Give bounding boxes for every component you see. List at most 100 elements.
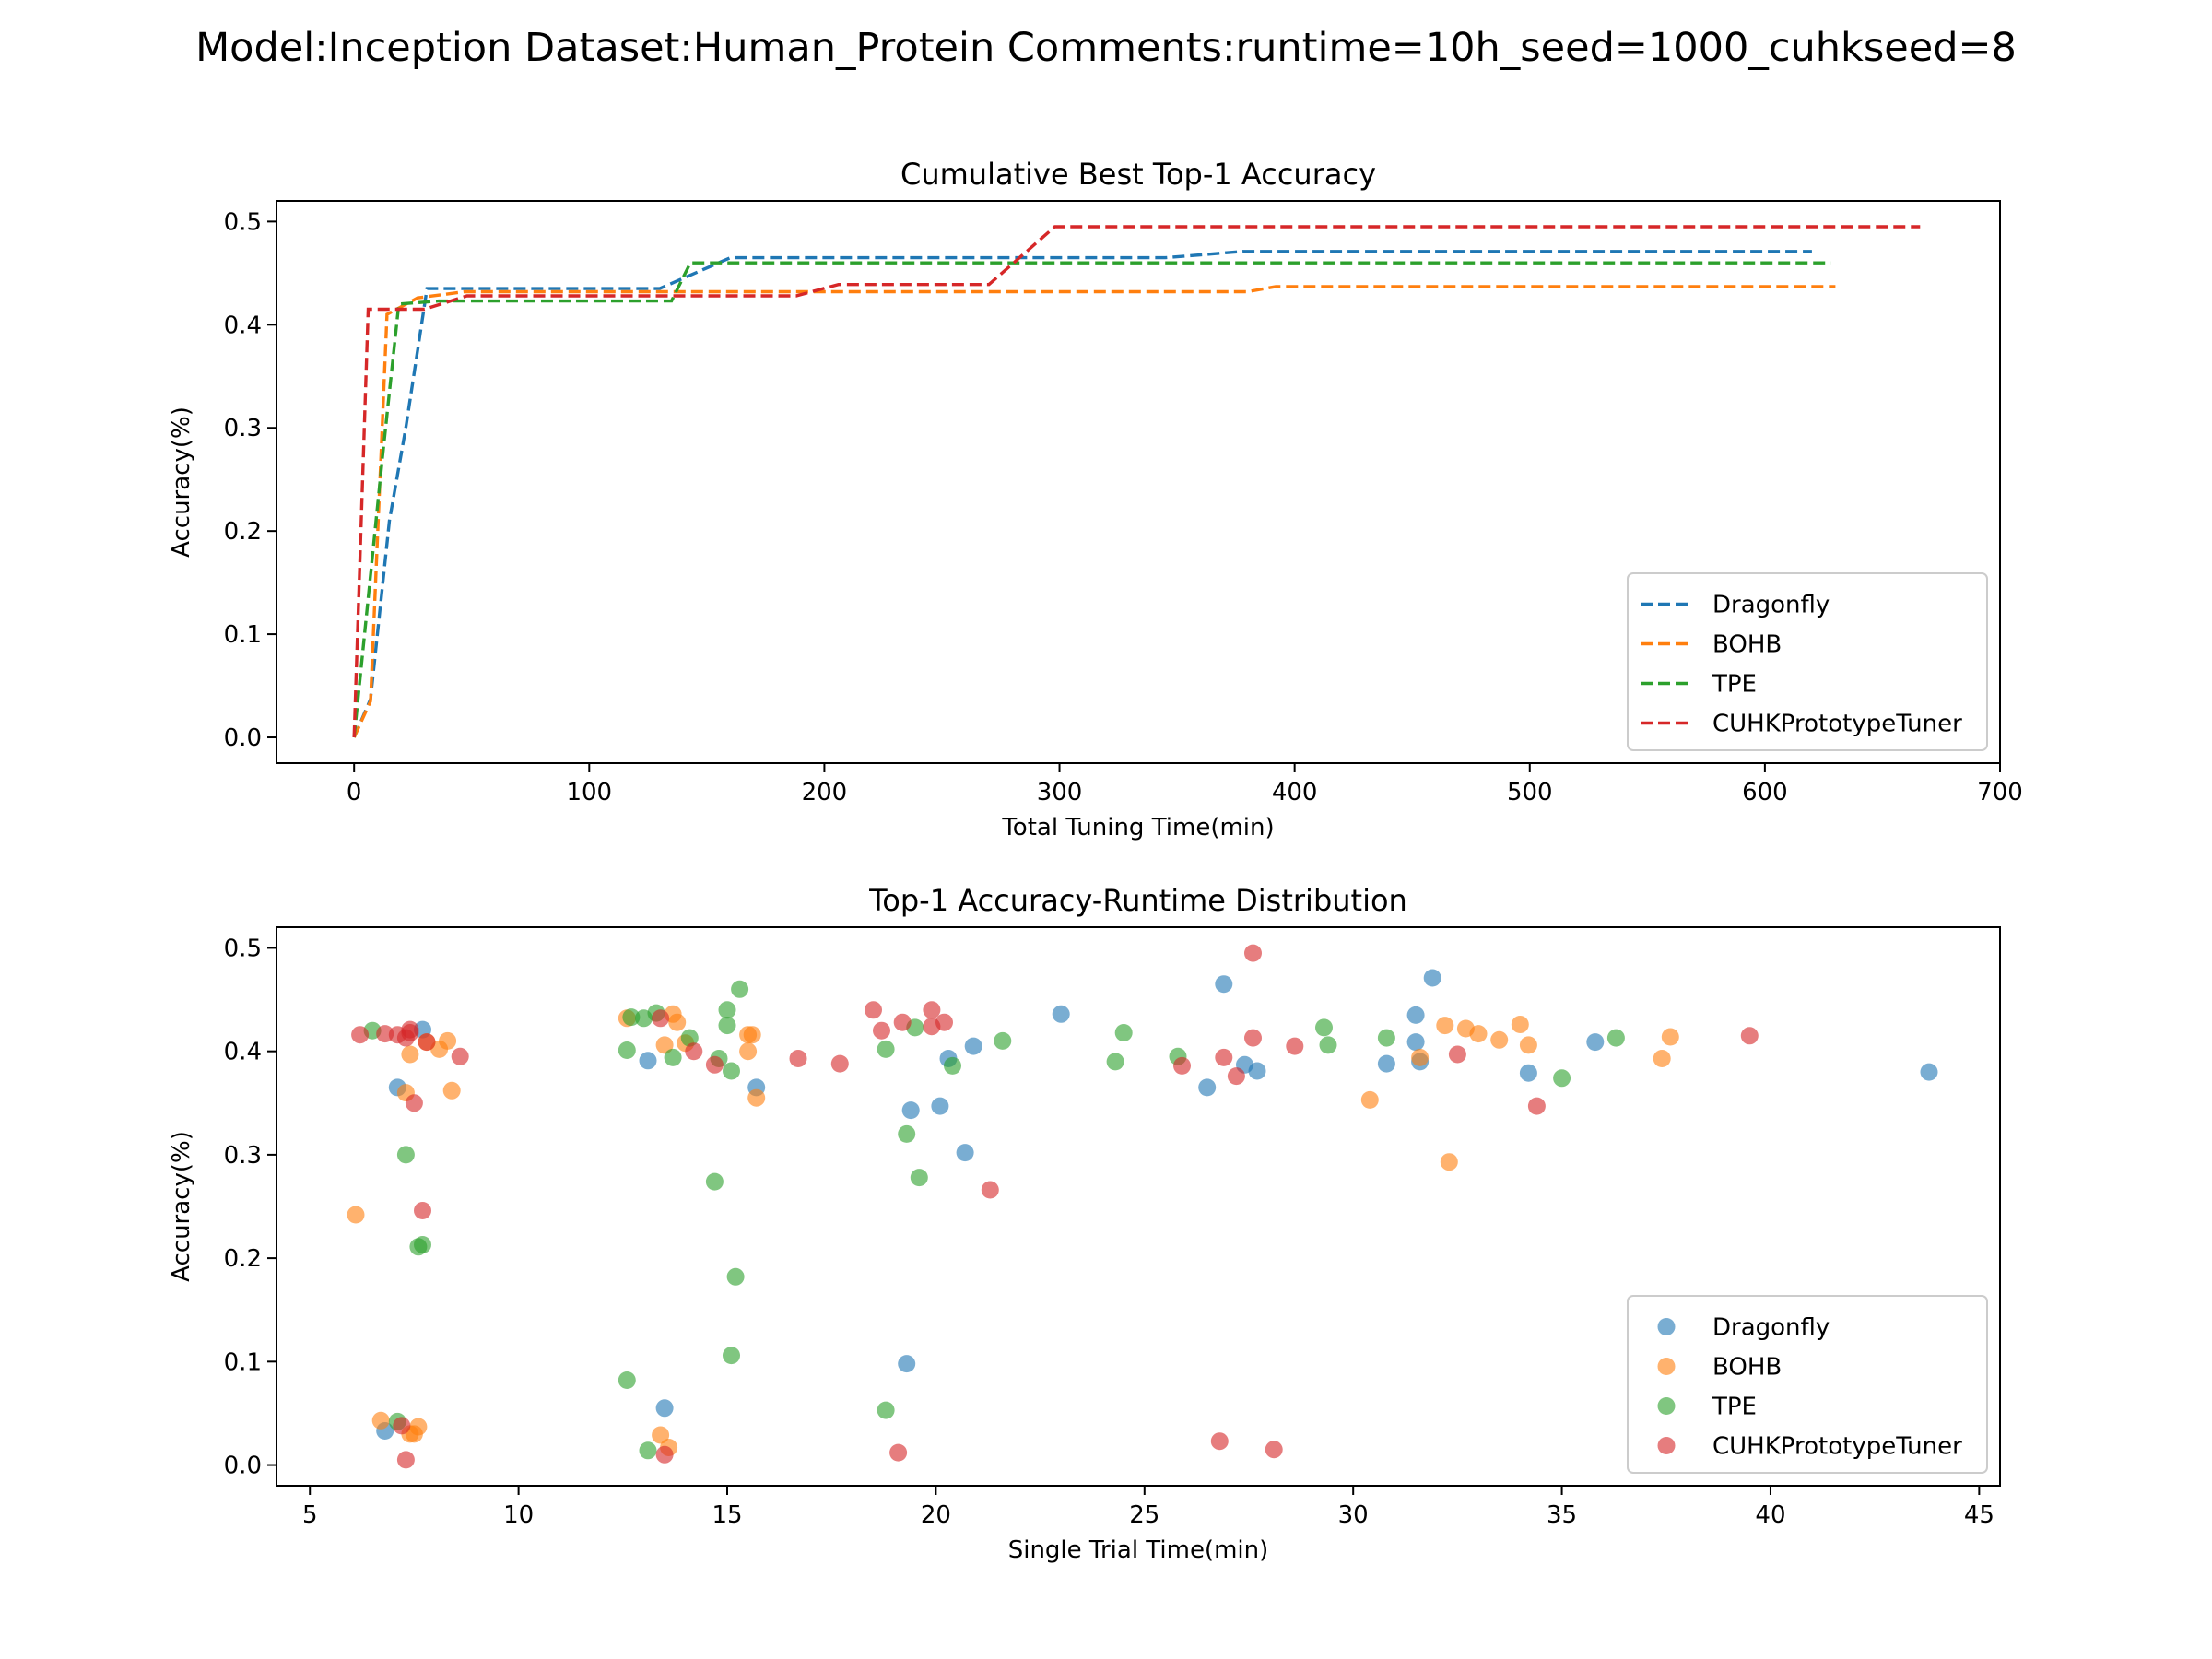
scatter-point-bohb: [743, 1026, 761, 1044]
scatter-point-bohb: [655, 1036, 674, 1054]
scatter-point-cuhkprototypetuner: [981, 1181, 999, 1199]
scatter-point-bohb: [1469, 1025, 1488, 1043]
scatter-point-cuhkprototypetuner: [789, 1050, 807, 1067]
scatter-point-tpe: [944, 1056, 961, 1075]
axes-frame: [276, 200, 2001, 764]
legend-box: [1627, 1295, 1988, 1474]
accuracy-runtime-scatter-chart: Top-1 Accuracy-Runtime Distribution 5 10 15…: [168, 883, 2001, 1564]
series-line-cuhkprototypetuner: [352, 225, 1921, 738]
scatter-point-bohb: [442, 1081, 461, 1100]
scatter-point-dragonfly: [898, 1355, 916, 1373]
scatter-point-cuhkprototypetuner: [1527, 1097, 1546, 1115]
scatter-point-cuhkprototypetuner: [1265, 1441, 1283, 1459]
scatter-point-dragonfly: [1519, 1064, 1537, 1082]
y-tick-label: 0.1: [224, 1348, 262, 1376]
y-tick-label: 0.2: [224, 1245, 262, 1273]
chart-title: Top-1 Accuracy-Runtime Distribution: [868, 883, 1407, 918]
scatter-point-tpe: [898, 1124, 916, 1143]
scatter-point-bohb: [347, 1206, 365, 1224]
scatter-point-tpe: [618, 1041, 636, 1059]
scatter-point-bohb: [1511, 1016, 1529, 1033]
scatter-point-bohb: [668, 1013, 687, 1031]
scatter-point-cuhkprototypetuner: [830, 1054, 849, 1073]
series-line-bohb: [352, 285, 1836, 738]
legend: Dragonfly BOHB TPE CUHKPrototypeTuner: [1627, 572, 1988, 751]
scatter-point-cuhkprototypetuner: [865, 1001, 882, 1019]
y-tick-label: 0.5: [224, 935, 262, 962]
scatter-point-tpe: [622, 1008, 641, 1027]
scatter-point-dragonfly: [1423, 969, 1441, 987]
x-tick-label: 400: [1272, 779, 1318, 806]
scatter-point-dragonfly: [1052, 1005, 1070, 1023]
plot-area: [347, 944, 1938, 1469]
y-tick-label: 0.2: [224, 518, 262, 546]
scatter-point-dragonfly: [931, 1097, 949, 1115]
scatter-point-cuhkprototypetuner: [393, 1417, 411, 1435]
scatter-point-tpe: [1315, 1018, 1333, 1037]
scatter-point-bohb: [1411, 1048, 1430, 1066]
scatter-point-cuhkprototypetuner: [351, 1026, 370, 1044]
scatter-point-cuhkprototypetuner: [1740, 1027, 1759, 1045]
x-tick-label: 300: [1037, 779, 1083, 806]
scatter-point-bohb: [1653, 1050, 1671, 1067]
plot-area: [352, 225, 1921, 738]
scatter-point-tpe: [718, 1001, 736, 1019]
scatter-point-dragonfly: [1406, 1033, 1425, 1052]
scatter-point-bohb: [401, 1045, 419, 1064]
scatter-point-dragonfly: [1586, 1033, 1605, 1052]
y-tick-label: 0.3: [224, 1142, 262, 1170]
y-tick-label: 0.1: [224, 621, 262, 649]
scatter-point-cuhkprototypetuner: [705, 1055, 724, 1074]
legend-label-tpe: TPE: [1712, 671, 1757, 699]
y-tick-label: 0.0: [224, 1453, 262, 1480]
x-tick-label: 45: [1964, 1501, 1994, 1529]
scatter-point-bohb: [1440, 1153, 1458, 1171]
x-tick-label: 10: [503, 1501, 534, 1529]
scatter-point-cuhkprototypetuner: [401, 1020, 419, 1039]
legend-swatch-dragonfly: [1657, 1318, 1676, 1335]
x-tick-label: 600: [1742, 779, 1788, 806]
chart-title: Cumulative Best Top-1 Accuracy: [900, 157, 1376, 192]
scatter-point-bohb: [739, 1042, 758, 1061]
x-tick-label: 0: [347, 779, 362, 806]
scatter-point-cuhkprototypetuner: [396, 1451, 415, 1469]
legend-label-cuhkprototypetuner: CUHKPrototypeTuner: [1712, 711, 1962, 738]
scatter-point-cuhkprototypetuner: [655, 1445, 674, 1464]
scatter-point-cuhkprototypetuner: [1215, 1048, 1233, 1066]
scatter-point-cuhkprototypetuner: [873, 1021, 890, 1040]
scatter-point-cuhkprototypetuner: [414, 1202, 431, 1219]
scatter-point-cuhkprototypetuner: [405, 1094, 423, 1112]
scatter-point-dragonfly: [1248, 1062, 1266, 1080]
scatter-point-cuhkprototypetuner: [1210, 1432, 1229, 1451]
scatter-point-tpe: [705, 1172, 724, 1191]
x-tick-label: 30: [1338, 1501, 1369, 1529]
scatter-point-dragonfly: [1406, 1006, 1425, 1024]
scatter-point-tpe: [1114, 1024, 1133, 1041]
scatter-point-cuhkprototypetuner: [418, 1033, 436, 1052]
scatter-point-dragonfly: [956, 1144, 974, 1162]
scatter-point-cuhkprototypetuner: [685, 1042, 703, 1061]
scatter-point-dragonfly: [964, 1037, 982, 1055]
scatter-point-tpe: [414, 1236, 431, 1253]
scatter-point-tpe: [726, 1267, 745, 1286]
scatter-point-cuhkprototypetuner: [1244, 944, 1262, 962]
x-tick-label: 35: [1547, 1501, 1577, 1529]
y-tick-label: 0.4: [224, 312, 262, 339]
scatter-point-tpe: [1606, 1029, 1625, 1047]
scatter-point-tpe: [1553, 1069, 1571, 1088]
scatter-point-tpe: [1319, 1036, 1337, 1054]
scatter-point-cuhkprototypetuner: [1227, 1067, 1245, 1086]
legend-swatch-cuhkprototypetuner: [1657, 1437, 1676, 1454]
scatter-point-cuhkprototypetuner: [376, 1025, 394, 1043]
scatter-point-cuhkprototypetuner: [889, 1443, 908, 1462]
scatter-point-cuhkprototypetuner: [1173, 1056, 1191, 1075]
scatter-point-dragonfly: [655, 1399, 674, 1418]
scatter-point-tpe: [1377, 1029, 1395, 1047]
scatter-point-tpe: [618, 1371, 636, 1389]
y-tick-label: 0.4: [224, 1039, 262, 1066]
x-tick-label: 200: [802, 779, 848, 806]
legend-swatch-tpe: [1657, 1397, 1676, 1415]
x-tick-label: 100: [566, 779, 612, 806]
x-tick-label: 40: [1755, 1501, 1785, 1529]
